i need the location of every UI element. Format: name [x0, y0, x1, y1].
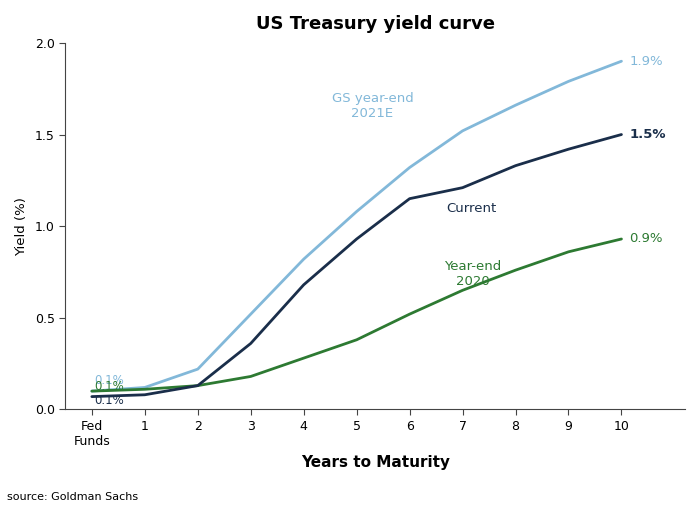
X-axis label: Years to Maturity: Years to Maturity	[301, 455, 449, 470]
Y-axis label: Yield (%): Yield (%)	[15, 197, 28, 256]
Text: GS year-end
2021E: GS year-end 2021E	[332, 92, 414, 120]
Text: Current: Current	[447, 202, 497, 215]
Title: US Treasury yield curve: US Treasury yield curve	[256, 15, 495, 33]
Text: 1.5%: 1.5%	[629, 128, 666, 141]
Text: 1.9%: 1.9%	[629, 55, 663, 68]
Text: 0.1%: 0.1%	[94, 394, 124, 407]
Text: 0.1%: 0.1%	[94, 380, 124, 393]
Text: Year-end
2020: Year-end 2020	[444, 261, 502, 288]
Text: 0.9%: 0.9%	[629, 232, 663, 245]
Text: source: Goldman Sachs: source: Goldman Sachs	[7, 492, 138, 502]
Text: 0.1%: 0.1%	[94, 374, 124, 387]
